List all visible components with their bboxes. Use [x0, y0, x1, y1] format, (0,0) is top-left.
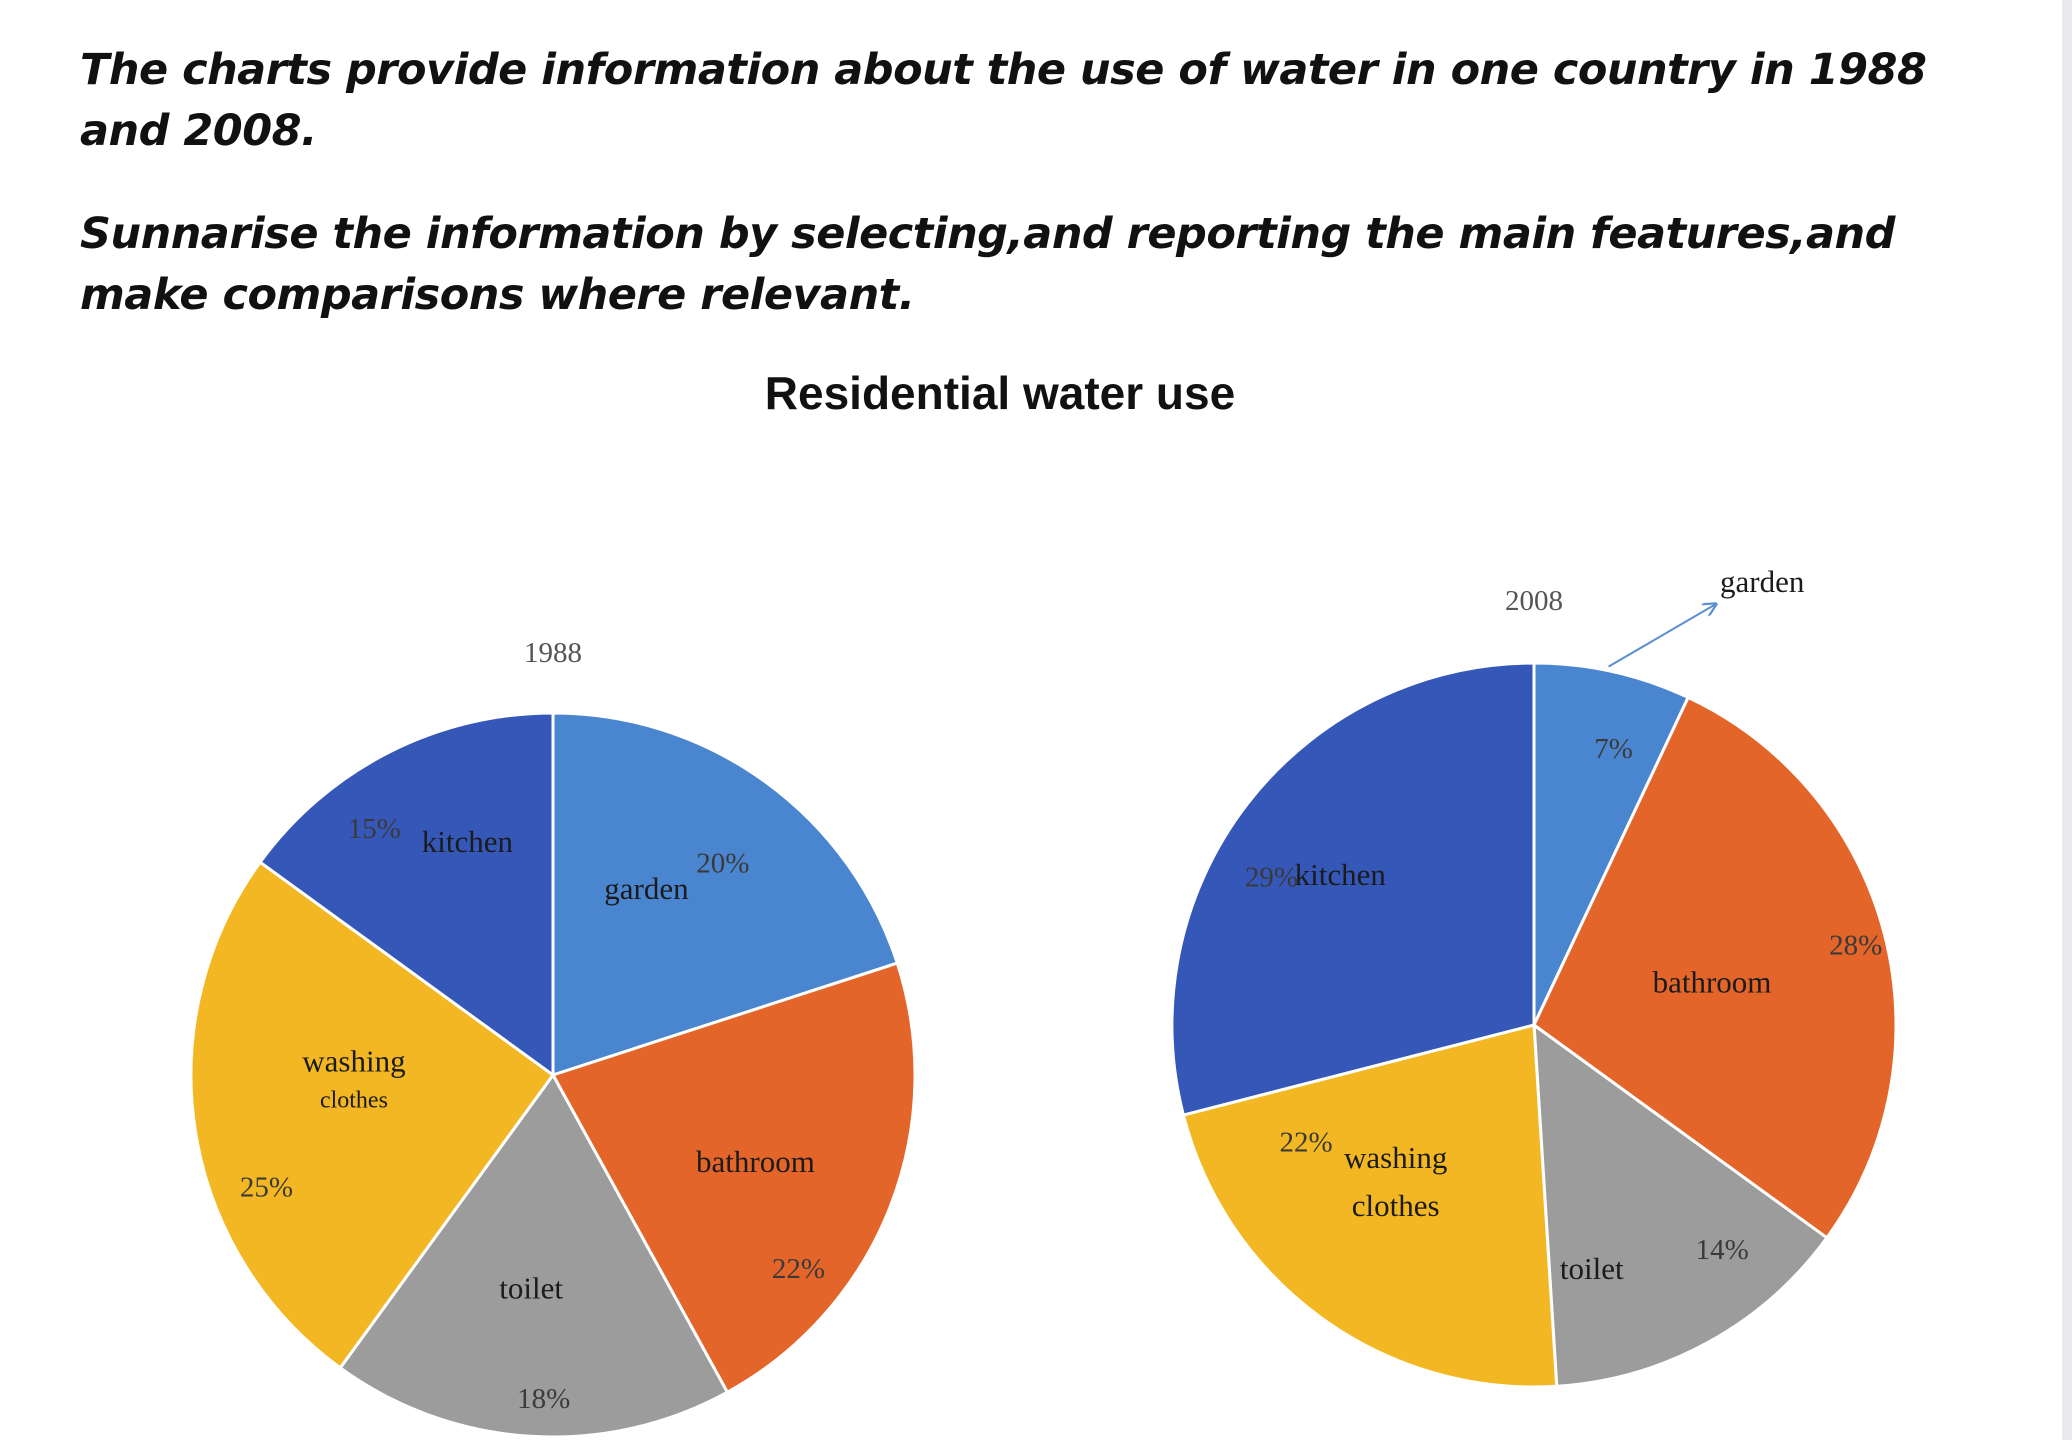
pie-category-label-2008-washing-clothes: washing clothes: [1344, 1140, 1447, 1223]
pie-year-label-2008: 2008: [1505, 585, 1563, 617]
pie-value-label-2008-washing-clothes: 22%: [1279, 1126, 1332, 1158]
pie-category-label-1988-toilet: toilet: [499, 1270, 563, 1305]
pie-slice-1988-garden: [551, 711, 900, 1078]
pie-chart-2008: 2008 7% bathroom 28% toilet 14% washing clothes…: [1170, 564, 1898, 1389]
pie-slice-2008-washing-clothes: [1181, 1023, 1559, 1389]
pie-value-label-2008-bathroom: 28%: [1829, 929, 1882, 961]
pie-charts-svg: 1988garden20%bathroom22%toilet18%washing…: [189, 564, 1898, 1439]
pie-value-label-1988-bathroom: 22%: [772, 1253, 825, 1285]
pie-slice-2008-toilet: [1532, 1021, 1829, 1388]
pie-category-label-2008-kitchen: kitchen: [1295, 857, 1387, 892]
garden-callout-arrow: [1608, 604, 1716, 668]
pie-slice-2008-bathroom: [1532, 695, 1898, 1240]
pie-slice-1988-kitchen: [258, 711, 555, 1078]
pie-category-label-1988-bathroom: bathroom: [696, 1144, 815, 1179]
prompt-instruction-1: The charts provide information about the…: [80, 45, 1927, 156]
pie-slice-1988-toilet: [338, 1072, 730, 1439]
pie-value-label-1988-washing-clothes: 25%: [240, 1172, 293, 1204]
pie-year-label-1988: 1988: [524, 637, 582, 669]
pie-category-label-2008-bathroom: bathroom: [1653, 964, 1772, 999]
pie-value-label-1988-toilet: 18%: [517, 1383, 570, 1415]
pie-category-label-1988-kitchen: kitchen: [422, 824, 514, 859]
pie-value-label-2008-kitchen: 29%: [1245, 862, 1298, 894]
page-edge: [2062, 0, 2072, 1440]
pie-charts-area: 1988 garden 20% bathroom 22% toilet 18% washing…: [0, 470, 2072, 1440]
pie-slice-2008-kitchen: [1170, 661, 1536, 1117]
prompt-instruction-2: Sunnarise the information by selecting,a…: [80, 209, 1895, 320]
chart-title: Residential water use: [764, 367, 1236, 419]
pie-value-label-2008-garden: 7%: [1594, 733, 1633, 765]
pie-category-label-2008-toilet: toilet: [1560, 1251, 1624, 1286]
pie-slice-1988-bathroom: [550, 961, 917, 1395]
pie-slice-2008-garden: [1532, 661, 1691, 1026]
pie-category-label-1988-washing-clothes: washing clothes: [302, 1044, 405, 1114]
pie-category-label-1988-garden: garden: [604, 871, 689, 906]
pie-value-label-1988-garden: 20%: [696, 848, 749, 880]
pie-slice-1988-washing-clothes: [189, 860, 556, 1370]
pie-value-label-1988-kitchen: 15%: [348, 813, 401, 845]
pie-category-label-2008-garden: garden: [1720, 564, 1805, 599]
pie-value-label-2008-toilet: 14%: [1696, 1234, 1749, 1266]
